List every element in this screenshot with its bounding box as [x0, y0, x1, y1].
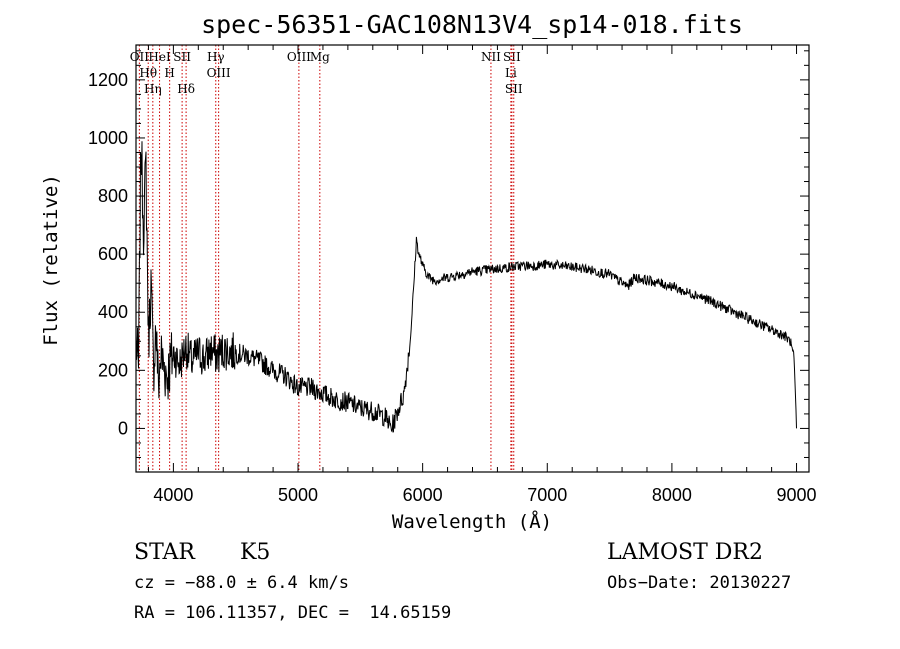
- x-tick-label: 7000: [527, 485, 567, 505]
- spectral-line-label: OII: [130, 50, 150, 64]
- object-class: STAR: [134, 540, 195, 565]
- spectral-line-label: Mg: [310, 50, 330, 64]
- survey-name: LAMOST DR2: [607, 540, 763, 565]
- coordinates: RA = 106.11357, DEC = 14.65159: [134, 603, 452, 623]
- spectral-line-label: OIII: [207, 66, 231, 80]
- x-tick-label: 6000: [403, 485, 443, 505]
- spectral-line-label: SII: [173, 50, 191, 64]
- flux-series-line: [135, 141, 797, 433]
- y-axis-label: Flux (relative): [40, 174, 62, 346]
- x-tick-label: 5000: [278, 485, 318, 505]
- x-tick-label: 8000: [652, 485, 692, 505]
- y-tick-label: 1000: [88, 128, 128, 148]
- spectral-line-label: SII: [505, 82, 523, 96]
- y-tick-label: 800: [98, 186, 128, 206]
- spectral-line-label: Hδ: [177, 82, 195, 96]
- spectral-line-label: HeI: [148, 50, 171, 64]
- spectral-line-label: NII: [481, 50, 501, 64]
- y-tick-label: 200: [98, 360, 128, 380]
- spectral-line-label: H: [164, 66, 174, 80]
- observation-date: Obs−Date: 20130227: [607, 573, 792, 593]
- spectral-line-label: SII: [503, 50, 521, 64]
- chart-title: spec-56351-GAC108N13V4_sp14-018.fits: [201, 10, 743, 39]
- spectral-line-label: Li: [505, 66, 517, 80]
- spectral-line-label: Hθ: [139, 66, 157, 80]
- spectral-line-label: Hγ: [207, 50, 225, 64]
- object-subclass: K5: [240, 540, 271, 565]
- axes: 4000 5000 6000 7000 8000 9000 0 200 400 600 800 100…: [88, 44, 817, 505]
- plot-frame: [135, 44, 810, 473]
- y-tick-label: 600: [98, 244, 128, 264]
- x-tick-label: 9000: [777, 485, 817, 505]
- spectral-line-label: Hη: [144, 82, 162, 96]
- y-tick-label: 400: [98, 302, 128, 322]
- x-tick-label: 4000: [153, 485, 193, 505]
- redshift-velocity: cz = −88.0 ± 6.4 km/s: [134, 573, 349, 593]
- y-tick-label: 0: [118, 418, 128, 438]
- y-tick-label: 1200: [88, 70, 128, 90]
- spectral-line-label: OIII: [287, 50, 311, 64]
- plot-area: [135, 141, 797, 433]
- x-axis-label: Wavelength (Å): [392, 510, 552, 533]
